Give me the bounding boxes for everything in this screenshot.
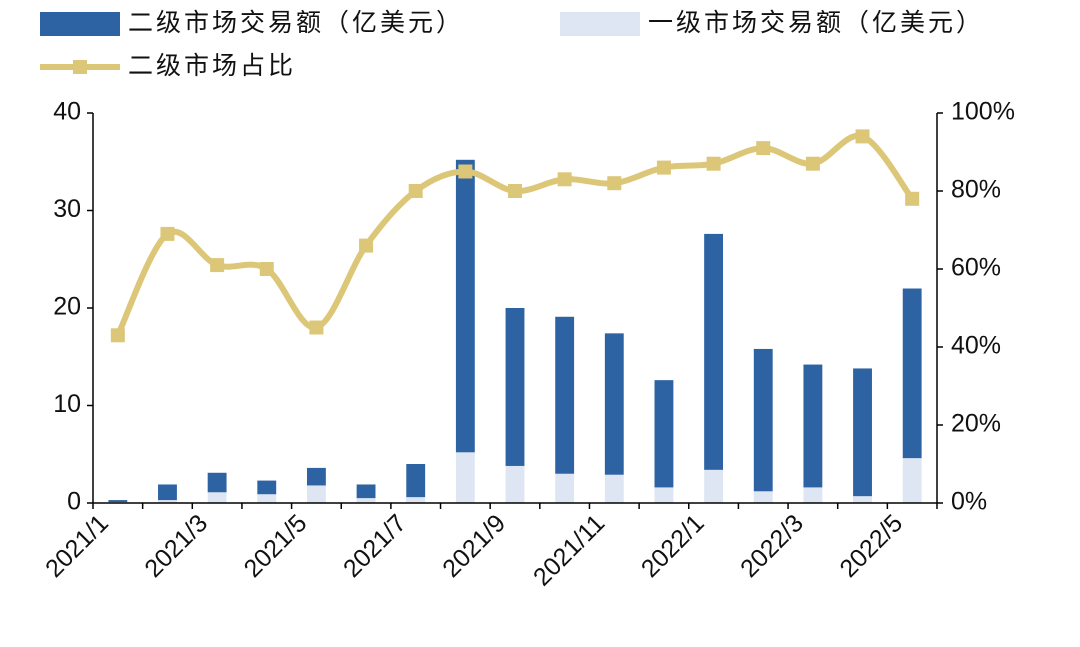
- bar: [902, 288, 922, 459]
- bar: [505, 465, 525, 503]
- bar: [803, 487, 823, 503]
- line-marker: [359, 238, 374, 253]
- bar: [406, 464, 426, 498]
- x-tick-label: 2022/5: [834, 509, 908, 583]
- x-tick-label: 2021/5: [239, 509, 313, 583]
- x-tick-label: 2022/1: [636, 509, 710, 583]
- bar: [753, 491, 773, 503]
- line-marker: [210, 258, 225, 273]
- bar: [753, 348, 773, 492]
- bar: [108, 500, 128, 503]
- line-marker: [905, 191, 920, 206]
- y-tick-label: 10: [53, 390, 81, 418]
- y-tick-label: 0: [67, 488, 81, 516]
- line-marker: [805, 156, 820, 171]
- line-marker: [110, 328, 125, 343]
- bar: [604, 333, 624, 475]
- line-marker: [656, 160, 671, 175]
- bar: [356, 498, 376, 503]
- bar: [654, 380, 674, 488]
- x-tick-label: 2021/7: [338, 509, 412, 583]
- line-marker: [508, 184, 522, 198]
- line-marker: [160, 226, 175, 241]
- bar: [207, 492, 227, 503]
- legend-label: 一级市场交易额（亿美元）: [648, 8, 984, 37]
- bar: [555, 473, 575, 503]
- bar: [704, 469, 724, 503]
- line-marker: [259, 262, 274, 276]
- line-marker: [557, 172, 572, 187]
- y-tick-label: 40: [53, 98, 81, 126]
- line-marker: [607, 176, 622, 191]
- line-marker: [309, 320, 324, 335]
- x-tick-label: 2021/3: [139, 509, 213, 583]
- y-tick-label: 30: [53, 195, 81, 223]
- bar: [853, 496, 872, 503]
- bar: [356, 484, 376, 499]
- y2-tick-label: 40%: [951, 332, 1001, 360]
- bar: [455, 452, 475, 503]
- bar: [455, 159, 475, 453]
- y2-tick-label: 100%: [951, 98, 1015, 126]
- bar: [902, 458, 922, 503]
- bar: [654, 487, 674, 503]
- legend-swatch: [40, 12, 120, 36]
- legend-label: 二级市场交易额（亿美元）: [128, 8, 464, 37]
- bar: [853, 368, 872, 497]
- bar: [555, 316, 575, 474]
- bar: [604, 474, 624, 503]
- bar: [158, 484, 177, 501]
- bar: [158, 500, 177, 503]
- bar: [257, 480, 277, 495]
- line-marker: [458, 164, 473, 179]
- bar: [704, 233, 724, 470]
- bar: [257, 494, 277, 503]
- bar: [207, 472, 227, 493]
- line-marker: [706, 156, 721, 171]
- x-tick-label: 2021/11: [528, 509, 610, 591]
- line-marker: [408, 184, 423, 198]
- x-tick-label: 2021/9: [437, 509, 511, 583]
- bar: [306, 485, 326, 503]
- line-marker: [756, 141, 771, 156]
- y2-tick-label: 80%: [951, 176, 1001, 204]
- bar: [803, 364, 823, 488]
- bar: [505, 308, 525, 466]
- legend-marker: [73, 60, 87, 74]
- bar: [306, 467, 326, 486]
- y2-tick-label: 60%: [951, 254, 1001, 282]
- y-tick-label: 20: [53, 293, 81, 321]
- y2-tick-label: 0%: [951, 488, 987, 516]
- x-tick-label: 2022/3: [735, 509, 809, 583]
- line-marker: [855, 129, 870, 144]
- legend-label: 二级市场占比: [128, 51, 296, 80]
- line: [115, 132, 915, 337]
- x-tick-label: 2021/1: [40, 509, 114, 583]
- y2-tick-label: 20%: [951, 410, 1001, 438]
- bar: [406, 497, 426, 503]
- legend-swatch: [560, 12, 640, 36]
